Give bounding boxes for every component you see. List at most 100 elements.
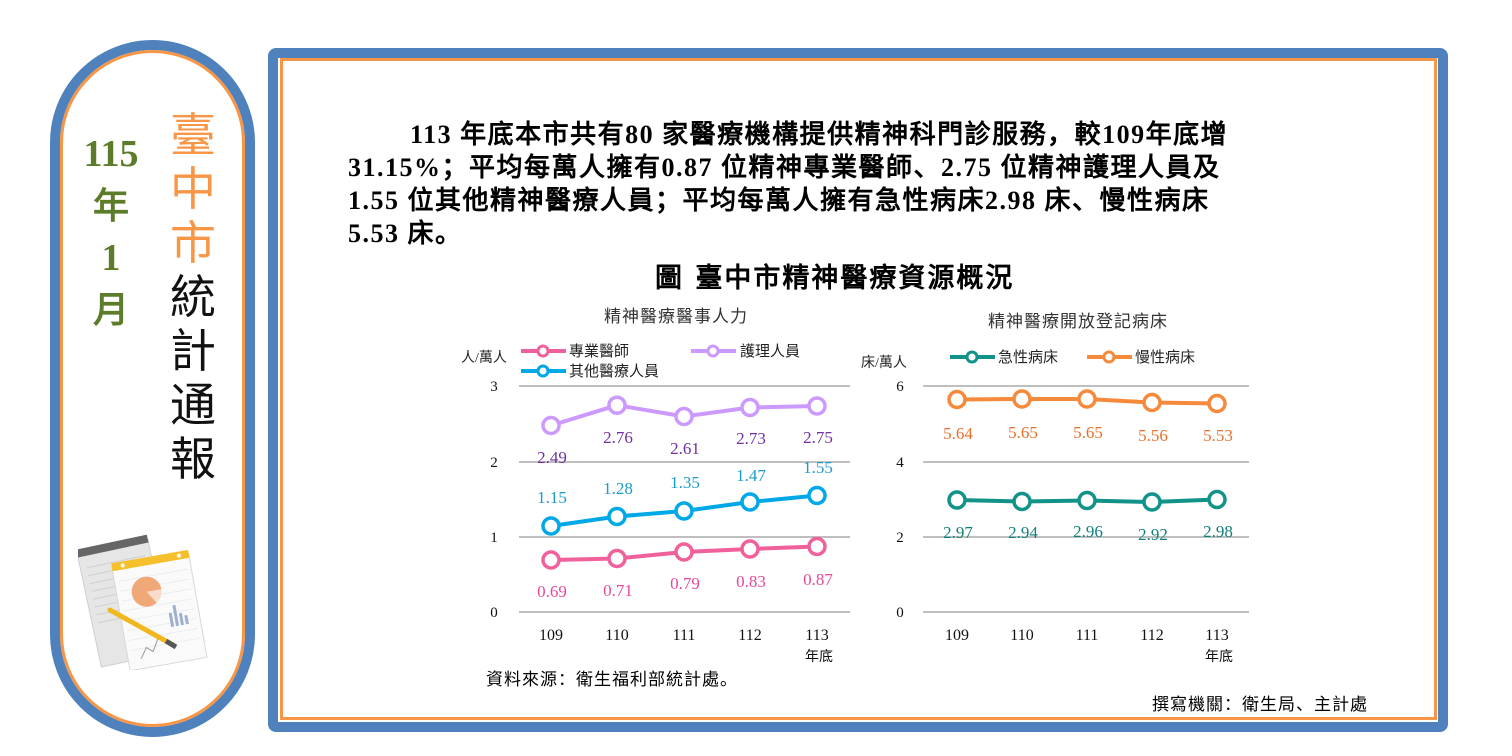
paragraph-line: 1.55 位其他精神醫療人員；平均每萬人擁有急性病床2.98 床、慢性病床 [348, 186, 1210, 215]
gridlines [923, 385, 1249, 613]
svg-text:111: 111 [1076, 627, 1099, 644]
chart-title: 精神醫療醫事人力 [604, 307, 748, 326]
svg-text:5.53: 5.53 [1203, 426, 1233, 445]
title-char: 統 [170, 270, 216, 324]
legend: 專業醫師 護理人員 其他醫療人員 [521, 343, 800, 380]
issue-year-unit: 年 [92, 186, 129, 226]
svg-text:年底: 年底 [1205, 649, 1233, 665]
svg-text:110: 110 [1010, 627, 1033, 644]
legend: 急性病床 慢性病床 [950, 349, 1195, 366]
svg-text:2.97: 2.97 [943, 523, 973, 542]
svg-text:5.56: 5.56 [1138, 426, 1168, 445]
personnel-line-chart: 精神醫療醫事人力 人/萬人 專業醫師 護理人員 其他醫療人員 3 2 1 0 [461, 307, 850, 665]
svg-text:0.79: 0.79 [670, 574, 700, 593]
chart-title: 精神醫療開放登記病床 [988, 312, 1168, 331]
svg-text:慢性病床: 慢性病床 [1135, 349, 1195, 366]
svg-text:2: 2 [490, 455, 498, 471]
title-char: 臺 [170, 108, 216, 162]
title-char: 中 [170, 162, 216, 216]
legend-item-other: 其他醫療人員 [521, 363, 659, 380]
svg-text:2.98: 2.98 [1203, 522, 1233, 541]
series-other: 1.15 1.28 1.35 1.47 1.55 [537, 458, 833, 536]
svg-text:其他醫療人員: 其他醫療人員 [569, 363, 659, 380]
svg-text:專業醫師: 專業醫師 [569, 343, 629, 360]
svg-text:112: 112 [738, 627, 761, 644]
svg-text:急性病床: 急性病床 [998, 349, 1058, 366]
sidebar-inner-border [60, 50, 245, 727]
svg-text:0: 0 [896, 605, 904, 621]
y-ticks: 6 4 2 0 [896, 379, 904, 621]
svg-text:109: 109 [945, 627, 969, 644]
author-note: 撰寫機關：衛生局、主計處 [1152, 695, 1368, 715]
issue-year: 115 [83, 133, 139, 175]
svg-text:2.94: 2.94 [1008, 523, 1038, 542]
figure-title: 圖 臺中市精神醫療資源概況 [655, 263, 1015, 294]
paragraph-line: 113 年底本市共有80 家醫療機構提供精神科門診服務，較109年底增 [410, 120, 1229, 149]
svg-text:5.65: 5.65 [1073, 423, 1103, 442]
svg-text:2.75: 2.75 [803, 428, 833, 447]
series-nurse: 2.49 2.76 2.61 2.73 2.75 [537, 395, 833, 467]
legend-item-specialist: 專業醫師 [521, 343, 629, 360]
svg-text:1.15: 1.15 [537, 488, 567, 507]
title-char: 市 [170, 216, 216, 270]
svg-text:2.73: 2.73 [736, 429, 766, 448]
x-ticks: 109 110 111 112 113 年底 [945, 627, 1233, 665]
y-ticks: 3 2 1 0 [490, 379, 498, 621]
y-axis-label: 床/萬人 [861, 355, 907, 371]
svg-text:5.65: 5.65 [1008, 423, 1038, 442]
svg-text:0: 0 [490, 605, 498, 621]
svg-text:0.69: 0.69 [537, 582, 567, 601]
svg-text:2.61: 2.61 [670, 439, 700, 458]
paragraph-line: 5.53 床。 [348, 219, 463, 248]
publication-title: 臺 中 市 統 計 通 報 [168, 108, 218, 486]
data-source-note: 資料來源：衛生福利部統計處。 [486, 670, 738, 690]
summary-paragraph: 113 年底本市共有80 家醫療機構提供精神科門診服務，較109年底增 31.1… [348, 118, 1368, 250]
svg-text:113: 113 [805, 627, 828, 644]
svg-text:1.55: 1.55 [803, 458, 833, 477]
svg-text:年底: 年底 [805, 649, 833, 665]
beds-line-chart: 精神醫療開放登記病床 床/萬人 急性病床 慢性病床 6 4 2 0 5.64 [861, 312, 1249, 665]
series-chronic: 5.64 5.65 5.65 5.56 5.53 [943, 389, 1233, 445]
issue-date: 115 年 1 月 [80, 128, 142, 336]
svg-text:112: 112 [1140, 627, 1163, 644]
svg-text:2.76: 2.76 [603, 428, 633, 447]
svg-text:2.96: 2.96 [1073, 522, 1103, 541]
svg-text:2.92: 2.92 [1138, 525, 1168, 544]
title-char: 通 [170, 378, 216, 432]
svg-text:110: 110 [605, 627, 628, 644]
issue-month: 1 [101, 237, 121, 279]
svg-text:1.47: 1.47 [736, 466, 766, 485]
title-char: 計 [170, 324, 216, 378]
svg-text:5.64: 5.64 [943, 424, 973, 443]
svg-text:2.49: 2.49 [537, 448, 567, 467]
svg-text:2: 2 [896, 530, 904, 546]
svg-text:0.83: 0.83 [736, 572, 766, 591]
svg-text:113: 113 [1205, 627, 1228, 644]
paragraph-line: 31.15%；平均每萬人擁有0.87 位精神專業醫師、2.75 位精神護理人員及 [348, 153, 1221, 182]
svg-text:3: 3 [490, 379, 498, 395]
svg-text:4: 4 [896, 455, 904, 471]
legend-item-acute: 急性病床 [950, 349, 1058, 366]
gridlines [519, 385, 850, 613]
legend-item-nurse: 護理人員 [691, 343, 800, 360]
svg-text:1.28: 1.28 [603, 479, 633, 498]
svg-text:1: 1 [490, 530, 498, 546]
svg-text:護理人員: 護理人員 [740, 343, 800, 360]
svg-text:0.87: 0.87 [803, 570, 833, 589]
content-frame-inner [280, 58, 1437, 720]
y-axis-label: 人/萬人 [461, 350, 507, 366]
series-acute: 2.97 2.94 2.96 2.92 2.98 [943, 489, 1233, 544]
svg-text:109: 109 [539, 627, 563, 644]
legend-item-chronic: 慢性病床 [1087, 349, 1195, 366]
title-char: 報 [170, 432, 216, 486]
sidebar-outer-border [50, 40, 255, 737]
svg-text:0.71: 0.71 [603, 581, 633, 600]
x-ticks: 109 110 111 112 113 年底 [539, 627, 833, 665]
report-clipboard-icon [78, 534, 208, 670]
issue-month-unit: 月 [92, 290, 129, 330]
svg-text:6: 6 [896, 379, 904, 395]
svg-text:1.35: 1.35 [670, 473, 700, 492]
svg-text:111: 111 [673, 627, 696, 644]
content-frame-outer [268, 48, 1448, 732]
series-specialist: 0.69 0.71 0.79 0.83 0.87 [537, 536, 833, 601]
